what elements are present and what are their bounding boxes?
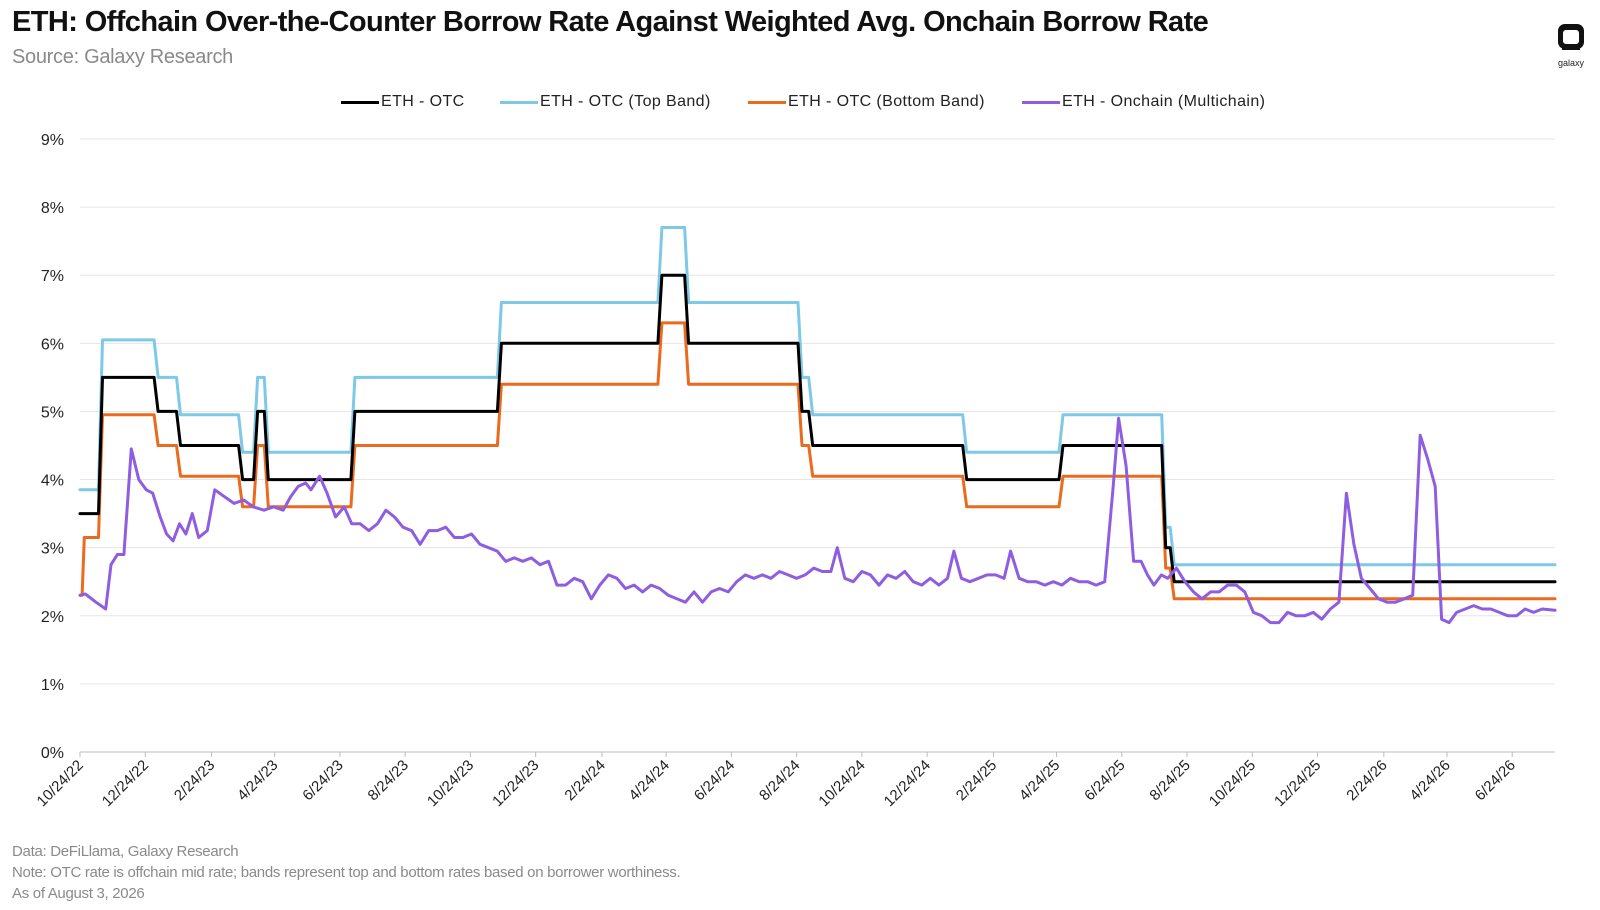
legend-label-eth-otc-bottom: ETH - OTC (Bottom Band) — [788, 93, 985, 110]
x-tick-label: 6/24/25 — [1081, 757, 1128, 804]
x-tick-label: 2/24/24 — [561, 757, 608, 804]
x-tick-label: 10/24/22 — [34, 757, 87, 810]
galaxy-logo-icon — [1558, 24, 1584, 50]
legend-label-eth-otc: ETH - OTC — [381, 93, 465, 110]
legend-label-eth-otc-top: ETH - OTC (Top Band) — [540, 93, 711, 110]
x-tick-label: 12/24/23 — [489, 757, 542, 810]
galaxy-logo: galaxy — [1551, 22, 1591, 68]
legend-item-eth-otc-bottom: ETH - OTC (Bottom Band) — [748, 93, 985, 111]
chart-title: ETH: Offchain Over-the-Counter Borrow Ra… — [12, 6, 1209, 38]
x-tick-label: 4/24/24 — [626, 757, 673, 804]
series-line-eth-onchain-multichain — [78, 416, 1557, 625]
x-tick-label: 2/24/25 — [953, 757, 1000, 804]
footer-as-of: As of August 3, 2026 — [12, 885, 145, 902]
footer-note: Note: OTC rate is offchain mid rate; ban… — [12, 864, 681, 881]
x-tick-label: 12/24/22 — [99, 757, 152, 810]
series-line-eth-otc-top-band — [78, 226, 1557, 567]
y-tick-label: 6% — [41, 336, 64, 353]
x-tick-label: 4/24/25 — [1016, 757, 1063, 804]
x-tick-label: 6/24/24 — [691, 757, 738, 804]
x-tick-label: 12/24/25 — [1271, 757, 1324, 810]
x-tick-label: 8/24/23 — [365, 757, 412, 804]
x-tick-label: 12/24/24 — [881, 757, 934, 810]
chart-subtitle: Source: Galaxy Research — [12, 46, 233, 68]
y-tick-label: 4% — [41, 473, 64, 490]
x-tick-label: 4/24/23 — [234, 757, 281, 804]
y-tick-label: 1% — [41, 677, 64, 694]
legend-label-eth-onchain: ETH - Onchain (Multichain) — [1062, 93, 1266, 110]
x-tick-label: 2/24/23 — [171, 757, 218, 804]
y-tick-label: 8% — [41, 200, 64, 217]
x-tick-label: 6/24/23 — [299, 757, 346, 804]
y-tick-label: 0% — [41, 745, 64, 762]
y-tick-label: 7% — [41, 268, 64, 285]
x-tick-label: 10/24/23 — [424, 757, 477, 810]
legend-swatch-eth-onchain — [1022, 100, 1060, 104]
x-tick-label: 6/24/26 — [1472, 757, 1519, 804]
chart-legend: ETH - OTC ETH - OTC (Top Band) ETH - OTC… — [0, 93, 1600, 117]
legend-swatch-eth-otc — [341, 100, 379, 104]
x-tick-label: 8/24/25 — [1146, 757, 1193, 804]
y-tick-label: 9% — [41, 132, 64, 149]
logo-text: galaxy — [1557, 58, 1584, 68]
legend-item-eth-onchain: ETH - Onchain (Multichain) — [1022, 93, 1265, 111]
x-tick-label: 4/24/26 — [1406, 757, 1453, 804]
line-chart: 0% 1% 2% 3% 4% 5% 6% 7% 8% 9% 10/24/22 12/24/22 2/24… — [34, 132, 1557, 810]
x-tick-label: 10/24/25 — [1206, 757, 1259, 810]
y-tick-label: 5% — [41, 404, 64, 421]
x-tick-label: 10/24/24 — [815, 757, 868, 810]
legend-item-eth-otc: ETH - OTC — [341, 93, 465, 111]
legend-swatch-eth-otc-top — [500, 100, 538, 104]
x-tick-label: 2/24/26 — [1343, 757, 1390, 804]
y-tick-label: 3% — [41, 541, 64, 558]
chart-footer: Data: DeFiLlama, Galaxy Research Note: O… — [12, 841, 681, 904]
series-line-eth-otc — [78, 273, 1557, 584]
legend-swatch-eth-otc-bottom — [748, 100, 786, 104]
x-tick-label: 8/24/24 — [756, 757, 803, 804]
series-line-eth-otc-bottom-band — [78, 321, 1557, 601]
legend-item-eth-otc-top: ETH - OTC (Top Band) — [500, 93, 711, 111]
y-tick-label: 2% — [41, 609, 64, 626]
footer-data-source: Data: DeFiLlama, Galaxy Research — [12, 843, 239, 860]
